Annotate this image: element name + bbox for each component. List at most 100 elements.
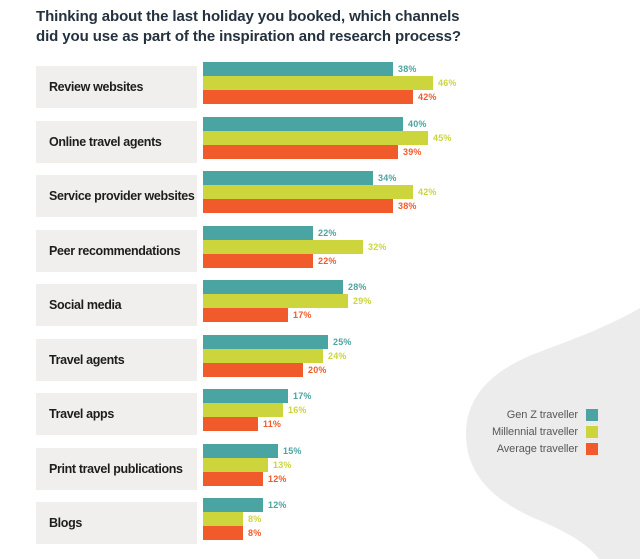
bar-group: 22% 32% 22% xyxy=(203,225,387,268)
chart-title: Thinking about the last holiday you book… xyxy=(36,7,461,47)
category-label-box: Travel apps xyxy=(36,393,197,435)
bar-line-millennial-traveller: 24% xyxy=(203,348,352,363)
bar-line-average-traveller: 42% xyxy=(203,90,457,104)
bar-value-label: 46% xyxy=(438,78,457,88)
bar-line-average-traveller: 8% xyxy=(203,526,287,540)
bar-line-gen-z-traveller: 34% xyxy=(203,171,437,185)
legend-swatch-average-traveller xyxy=(586,443,598,455)
legend-label: Average traveller xyxy=(496,443,578,455)
chart-row: Print travel publications 15% 13% 12% xyxy=(36,443,596,490)
bar-group: 34% 42% 38% xyxy=(203,171,437,213)
chart-row: Service provider websites 34% 42% 38% xyxy=(36,171,596,217)
bar-group: 25% 24% 20% xyxy=(203,334,352,377)
bar-millennial-traveller xyxy=(203,130,428,145)
bar-average-traveller xyxy=(203,253,313,268)
bar-value-label: 45% xyxy=(433,132,452,143)
bar-value-label: 42% xyxy=(418,187,437,197)
bar-value-label: 13% xyxy=(273,459,292,470)
category-label-box: Online travel agents xyxy=(36,120,197,163)
chart-row: Social media 28% 29% 17% xyxy=(36,280,596,326)
chart-row: Online travel agents 40% 45% 39% xyxy=(36,116,596,163)
bar-value-label: 12% xyxy=(268,500,287,510)
legend-label: Millennial traveller xyxy=(491,426,578,438)
bar-value-label: 17% xyxy=(293,310,312,320)
bar-line-average-traveller: 11% xyxy=(203,417,312,431)
category-label: Travel agents xyxy=(49,352,125,367)
bar-group: 15% 13% 12% xyxy=(203,443,302,486)
category-label: Online travel agents xyxy=(49,134,162,149)
bar-line-average-traveller: 38% xyxy=(203,199,437,213)
bar-line-gen-z-traveller: 25% xyxy=(203,334,352,349)
bar-average-traveller xyxy=(203,90,413,104)
bar-value-label: 40% xyxy=(408,118,427,129)
bar-line-millennial-traveller: 16% xyxy=(203,403,312,417)
legend: Gen Z traveller Millennial traveller Avera… xyxy=(492,409,598,455)
bar-millennial-traveller xyxy=(203,348,323,363)
legend-item-gen-z-traveller: Gen Z traveller xyxy=(492,409,598,421)
bar-line-gen-z-traveller: 12% xyxy=(203,498,287,512)
bar-line-millennial-traveller: 45% xyxy=(203,130,452,145)
bar-group: 28% 29% 17% xyxy=(203,280,372,322)
chart-title-line-2: did you use as part of the inspiration a… xyxy=(36,28,461,45)
bar-group: 12% 8% 8% xyxy=(203,498,287,540)
category-label: Peer recommendations xyxy=(49,243,181,258)
bar-group: 17% 16% 11% xyxy=(203,389,312,431)
bar-value-label: 38% xyxy=(398,201,417,211)
chart-row: Travel apps 17% 16% 11% xyxy=(36,389,596,435)
chart-row: Blogs 12% 8% 8% xyxy=(36,498,596,544)
chart-row: Peer recommendations 22% 32% 22% xyxy=(36,225,596,272)
legend-swatch-gen-z-traveller xyxy=(586,409,598,421)
bar-average-traveller xyxy=(203,362,303,377)
bar-line-gen-z-traveller: 38% xyxy=(203,62,457,76)
category-label-box: Print travel publications xyxy=(36,447,197,490)
bar-line-gen-z-traveller: 17% xyxy=(203,389,312,403)
legend-swatch-millennial-traveller xyxy=(586,426,598,438)
bar-group: 38% 46% 42% xyxy=(203,62,457,104)
bar-line-average-traveller: 17% xyxy=(203,308,372,322)
legend-item-millennial-traveller: Millennial traveller xyxy=(492,426,598,438)
bar-line-millennial-traveller: 13% xyxy=(203,457,302,472)
bar-line-millennial-traveller: 8% xyxy=(203,512,287,526)
bar-line-average-traveller: 39% xyxy=(203,144,452,159)
category-label: Blogs xyxy=(49,516,82,530)
bar-millennial-traveller xyxy=(203,76,433,90)
bar-line-average-traveller: 12% xyxy=(203,471,302,486)
category-label-box: Social media xyxy=(36,284,197,326)
bar-millennial-traveller xyxy=(203,239,363,254)
bar-value-label: 20% xyxy=(308,364,327,375)
bar-average-traveller xyxy=(203,308,288,322)
bar-value-label: 38% xyxy=(398,64,417,74)
category-label: Social media xyxy=(49,298,122,312)
category-label: Travel apps xyxy=(49,407,114,421)
bar-gen-z-traveller xyxy=(203,389,288,403)
category-label-box: Review websites xyxy=(36,66,197,108)
legend-item-average-traveller: Average traveller xyxy=(492,443,598,455)
bar-line-average-traveller: 22% xyxy=(203,253,387,268)
bar-line-average-traveller: 20% xyxy=(203,362,352,377)
bar-millennial-traveller xyxy=(203,403,283,417)
bar-millennial-traveller xyxy=(203,457,268,472)
bar-average-traveller xyxy=(203,526,243,540)
bar-average-traveller xyxy=(203,417,258,431)
bar-value-label: 22% xyxy=(318,227,337,238)
bar-value-label: 12% xyxy=(268,473,287,484)
bar-line-millennial-traveller: 42% xyxy=(203,185,437,199)
bar-average-traveller xyxy=(203,199,393,213)
bar-value-label: 39% xyxy=(403,146,422,157)
chart-title-line-1: Thinking about the last holiday you book… xyxy=(36,8,460,25)
category-label-box: Blogs xyxy=(36,502,197,544)
bar-value-label: 16% xyxy=(288,405,307,415)
category-label-box: Travel agents xyxy=(36,338,197,381)
bar-line-gen-z-traveller: 15% xyxy=(203,443,302,458)
bar-gen-z-traveller xyxy=(203,280,343,294)
bar-value-label: 25% xyxy=(333,336,352,347)
category-label-box: Peer recommendations xyxy=(36,229,197,272)
chart-row: Review websites 38% 46% 42% xyxy=(36,62,596,108)
bar-value-label: 29% xyxy=(353,296,372,306)
bar-value-label: 42% xyxy=(418,92,437,102)
category-label: Print travel publications xyxy=(49,461,183,476)
bar-value-label: 22% xyxy=(318,255,337,266)
bar-value-label: 15% xyxy=(283,445,302,456)
